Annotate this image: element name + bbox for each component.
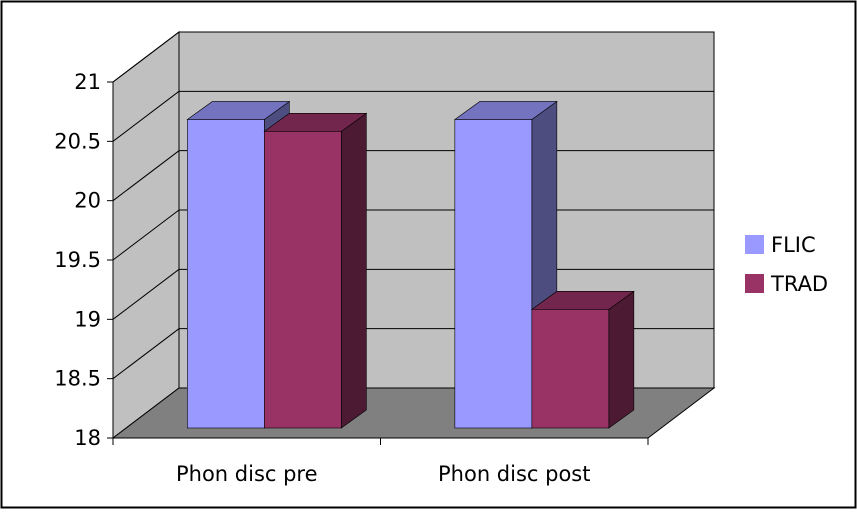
legend: FLIC TRAD — [745, 233, 828, 296]
gridline-side — [112, 31, 180, 83]
x-category-label: Phon disc pre — [176, 462, 318, 486]
y-tick-label: 18 — [74, 426, 101, 450]
y-axis-ticks: 18 18.5 19 19.5 20 20.5 21 — [54, 70, 113, 450]
gridline-side — [112, 150, 180, 202]
y-tick-label: 21 — [74, 70, 101, 94]
y-tick-label: 20 — [74, 189, 101, 213]
y-tick-label: 19.5 — [54, 248, 101, 272]
bar-trad-2 — [530, 290, 635, 429]
gridline-side — [112, 328, 180, 380]
x-category-label: Phon disc post — [438, 462, 591, 486]
y-tick-label: 18.5 — [54, 367, 101, 391]
bar-trad-1 — [263, 112, 368, 429]
y-tick-label: 19 — [74, 307, 101, 331]
bars — [186, 100, 635, 429]
legend-label-flic: FLIC — [771, 233, 816, 257]
gridline-side — [112, 209, 180, 261]
y-tick-label: 20.5 — [54, 129, 101, 153]
gridline-side — [112, 268, 180, 320]
gridline-side — [112, 90, 180, 142]
legend-label-trad: TRAD — [770, 272, 828, 296]
legend-swatch-flic — [745, 235, 764, 254]
legend-swatch-trad — [745, 274, 764, 293]
x-axis-ticks: Phon disc pre Phon disc post — [112, 438, 649, 486]
